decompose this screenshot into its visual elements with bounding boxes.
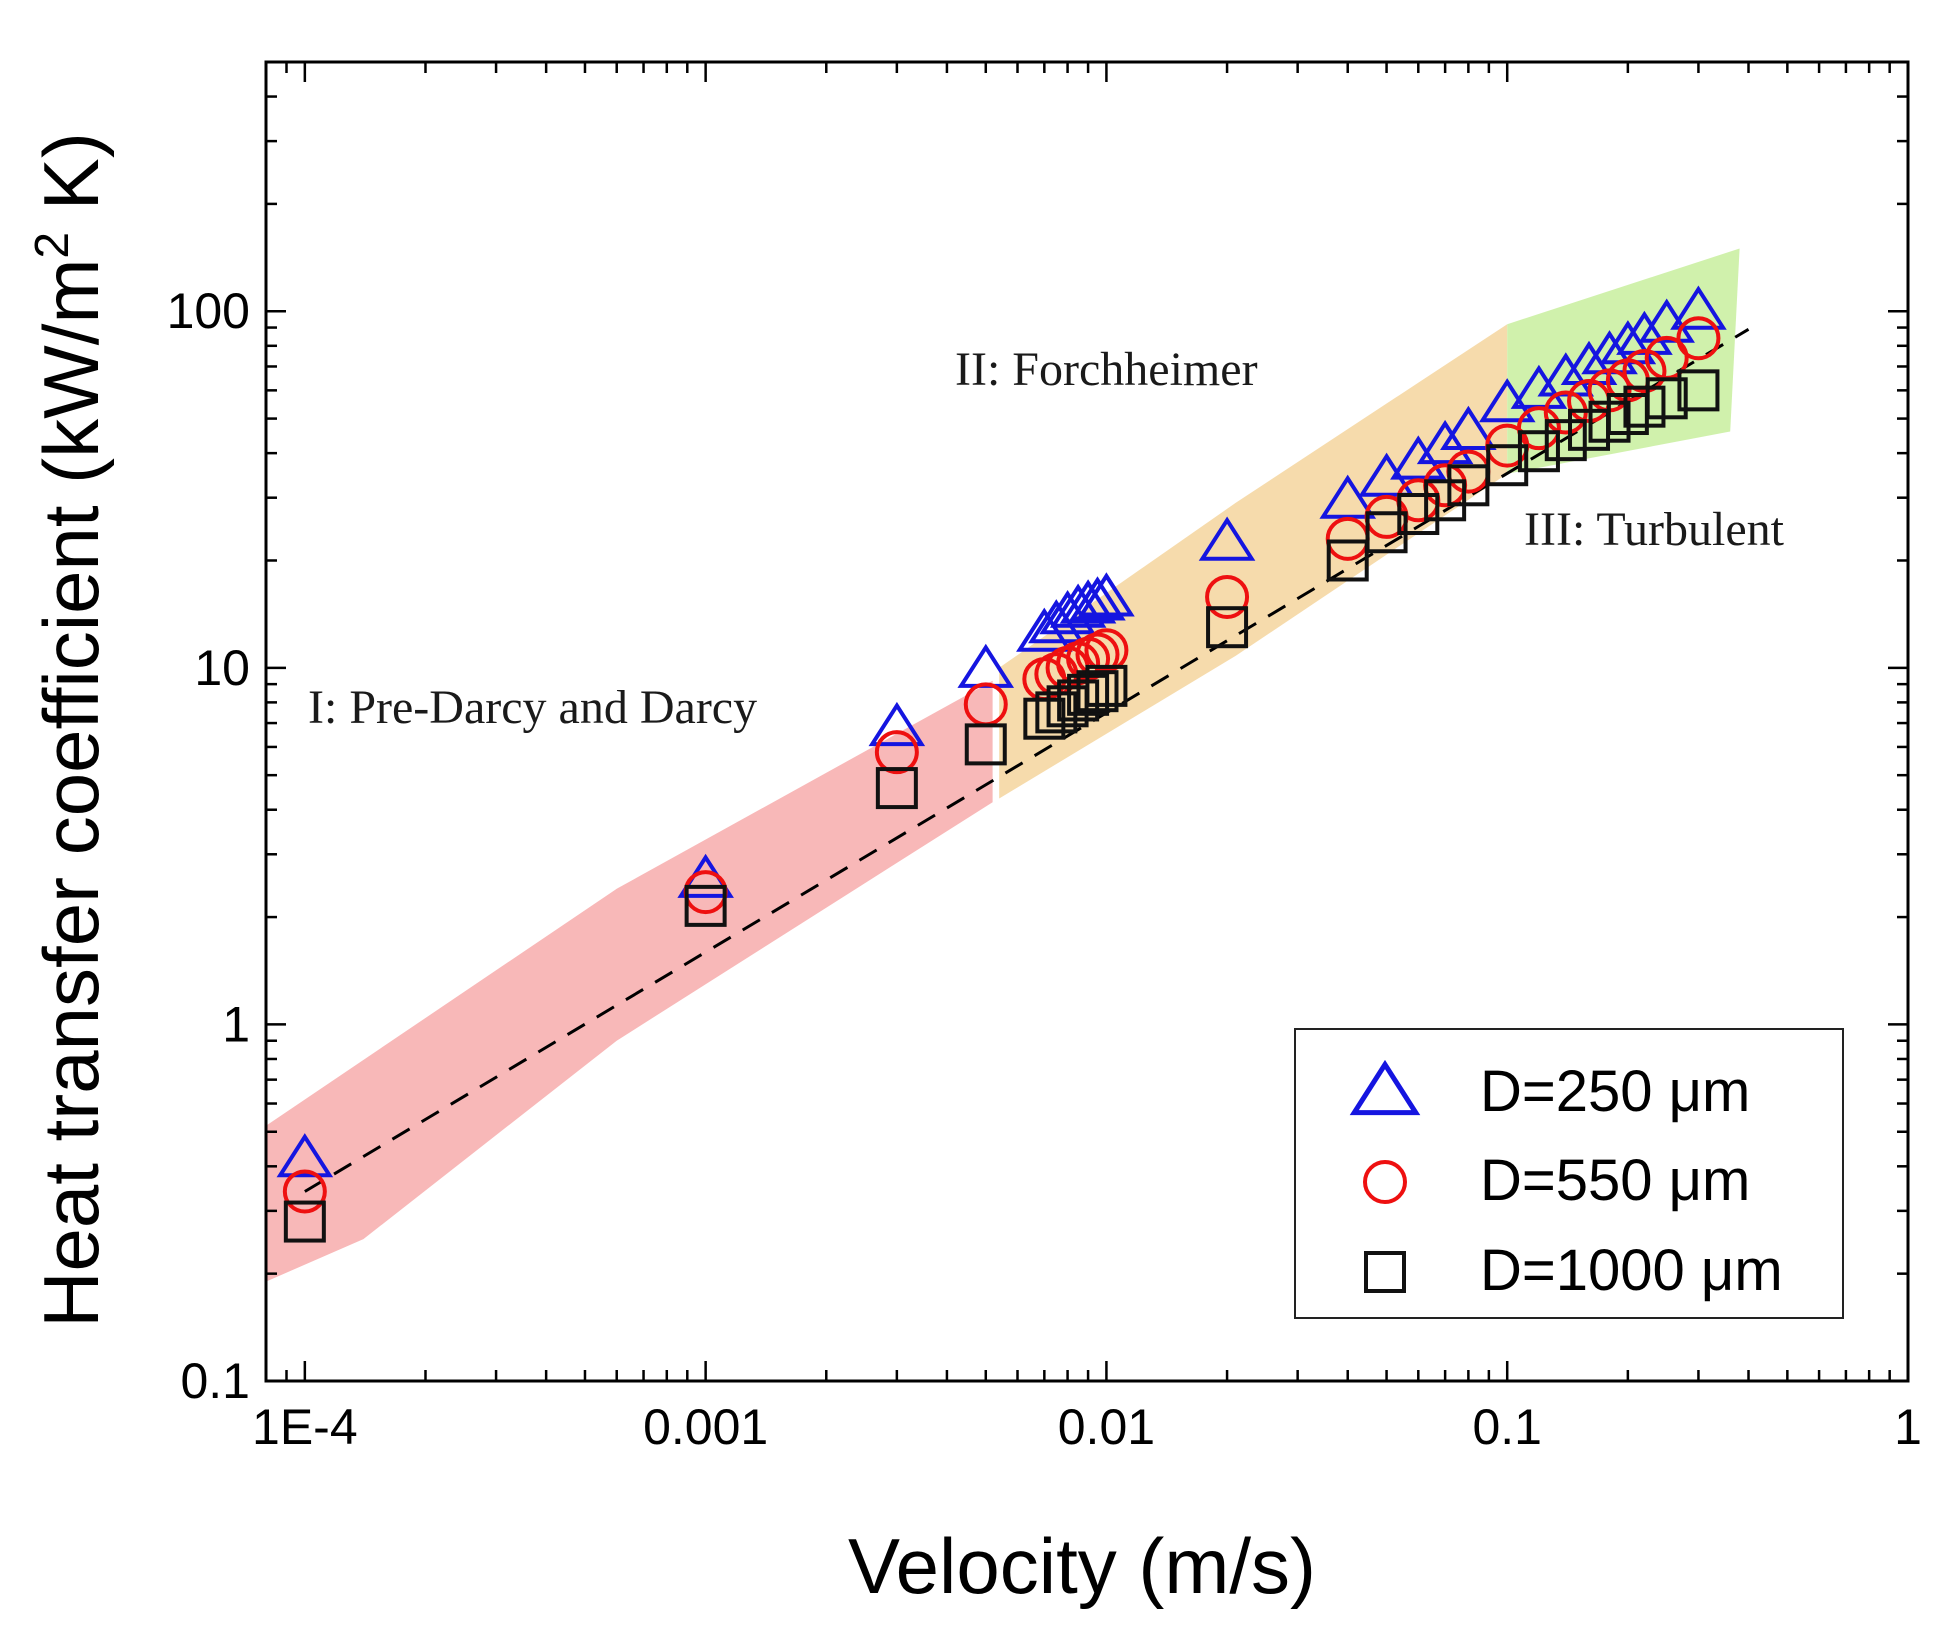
data-point-square: [964, 723, 1007, 766]
region-pre-darcy: [266, 680, 993, 1282]
data-point-circle: [1622, 348, 1667, 393]
x-tick-label: 1E-4: [252, 1399, 358, 1455]
data-point-circle: [282, 1169, 327, 1214]
data-point-triangle: [1440, 405, 1497, 450]
fit-line-layer: [304, 328, 1750, 1193]
data-point-triangle: [1069, 576, 1126, 621]
series-square: [283, 369, 1720, 1243]
data-point-triangle: [1670, 285, 1727, 330]
legend-label-d550: D=550 μm: [1480, 1148, 1750, 1213]
legend-label-d1000: D=1000 μm: [1480, 1238, 1783, 1303]
tick-labels: 1E-4 0.001 0.01 0.1 1 0.1 1 10 100: [167, 283, 1922, 1455]
data-point-triangle: [1390, 435, 1447, 480]
data-point-square: [1076, 670, 1119, 713]
data-point-triangle: [1049, 583, 1107, 628]
data-point-square: [283, 1200, 326, 1243]
legend-markers: [1349, 1059, 1421, 1293]
data-point-square: [1544, 419, 1587, 462]
y-axis-title: Heat transfer coefficient (kW/m2 K): [26, 132, 115, 1328]
y-axis-title-sup: 2: [26, 232, 79, 259]
data-point-square: [1517, 430, 1560, 473]
data-point-circle: [874, 730, 919, 775]
data-point-triangle: [1059, 579, 1117, 624]
data-point-triangle: [868, 701, 926, 747]
data-point-square: [1085, 664, 1128, 707]
data-point-triangle: [1078, 572, 1135, 617]
data-point-triangle: [1319, 474, 1377, 519]
data-point-triangle: [1039, 589, 1096, 635]
data-point-triangle: [1416, 419, 1474, 465]
legend-marker-triangle: [1349, 1059, 1421, 1116]
fit-line: [304, 328, 1750, 1193]
region-label-pre-darcy: I: Pre-Darcy and Darcy: [308, 681, 757, 734]
data-point-square: [1486, 444, 1529, 487]
data-point-square: [684, 884, 727, 927]
data-point-triangle: [276, 1133, 334, 1178]
region-label-forchheimer: II: Forchheimer: [955, 343, 1258, 396]
data-point-circle: [1516, 406, 1561, 451]
y-axis-title-tail: K): [27, 132, 115, 232]
region-label-turbulent: III: Turbulent: [1524, 503, 1785, 556]
legend: D=250 μm D=550 μm D=1000 μm: [1294, 1028, 1844, 1319]
x-tick-label: 0.01: [1058, 1399, 1155, 1455]
axis-ticks: [264, 60, 1910, 1383]
y-tick-label: 0.1: [180, 1353, 250, 1409]
data-point-square: [1677, 369, 1720, 412]
x-tick-label: 1: [1894, 1399, 1922, 1455]
legend-box: [1294, 1028, 1844, 1319]
data-point-circle: [1205, 574, 1250, 619]
y-axis-title-main: Heat transfer coefficient (kW/m: [27, 259, 115, 1328]
data-point-square: [1206, 606, 1249, 649]
data-point-square: [1326, 539, 1369, 582]
x-tick-label: 0.001: [643, 1399, 768, 1455]
data-point-square: [1424, 479, 1467, 522]
x-axis-title: Velocity (m/s): [848, 1522, 1316, 1610]
data-point-square: [1623, 385, 1666, 428]
data-point-square: [1645, 377, 1688, 420]
data-point-triangle: [1198, 516, 1256, 561]
data-points-layer: [276, 285, 1727, 1243]
x-tick-label: 0.1: [1472, 1399, 1542, 1455]
y-tick-label: 100: [167, 283, 250, 339]
y-tick-label: 1: [222, 996, 250, 1052]
data-point-circle: [1676, 316, 1721, 361]
y-tick-label: 10: [194, 640, 250, 696]
legend-marker-circle: [1363, 1160, 1407, 1204]
legend-marker-square: [1364, 1251, 1406, 1293]
data-point-triangle: [1358, 452, 1415, 497]
data-point-square: [1397, 493, 1440, 536]
legend-label-d250: D=250 μm: [1480, 1059, 1750, 1124]
data-point-square: [875, 767, 918, 810]
